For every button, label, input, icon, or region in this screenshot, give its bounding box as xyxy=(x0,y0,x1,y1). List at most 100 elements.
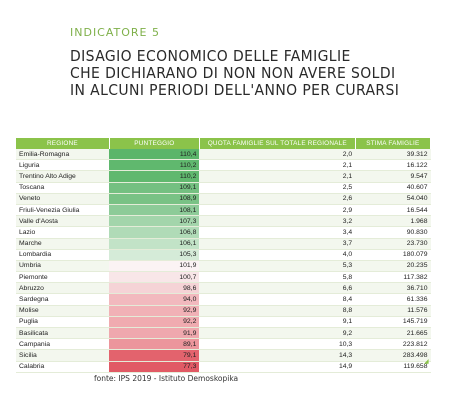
cell-quota: 2,5 xyxy=(199,182,356,194)
cell-quota: 3,4 xyxy=(199,226,356,239)
cell-stima: 117.382 xyxy=(355,271,431,284)
table-row: Trentino Alto Adige 110,2 2,1 9.547 xyxy=(16,170,431,183)
table-row: Valle d'Aosta 107,3 3,2 1.968 xyxy=(16,215,431,228)
cell-score: 107,3 xyxy=(109,215,200,228)
source-note: fonte: IPS 2019 - Istituto Demoskopika xyxy=(94,374,239,383)
cell-quota: 2,6 xyxy=(199,193,356,205)
cell-stima: 9.547 xyxy=(355,170,431,183)
cell-score: 92,2 xyxy=(109,316,200,329)
cell-score: 108,1 xyxy=(109,204,200,217)
cell-quota: 3,2 xyxy=(199,215,356,228)
cell-score: 101,9 xyxy=(109,260,200,273)
table-header-row: REGIONE PUNTEGGIO QUOTA FAMIGLIE SUL TOT… xyxy=(16,138,432,149)
cell-quota: 2,1 xyxy=(199,159,356,172)
cell-region: Sicilia xyxy=(16,349,110,362)
cell-stima: 90.830 xyxy=(355,226,431,239)
table-row: Abruzzo 98,6 6,6 36.710 xyxy=(16,282,431,295)
cell-region: Molise xyxy=(16,305,110,317)
cell-region: Lombardia xyxy=(16,249,110,261)
cell-quota: 14,9 xyxy=(199,361,356,373)
cell-score: 77,3 xyxy=(109,361,200,373)
cell-score: 108,9 xyxy=(109,193,200,205)
table-row: Friuli-Venezia Giulia 108,1 2,9 16.544 xyxy=(16,204,431,217)
cell-region: Calabria xyxy=(16,361,110,373)
cell-quota: 2,0 xyxy=(199,149,356,161)
table-row: Lombardia 105,3 4,0 180.079 xyxy=(16,249,431,261)
cell-quota: 2,9 xyxy=(199,204,356,217)
title-line-3: IN ALCUNI PERIODI DELL'ANNO PER CURARSI xyxy=(70,81,400,99)
cell-score: 91,9 xyxy=(109,327,200,340)
cell-quota: 14,3 xyxy=(199,349,356,362)
title-line-2: CHE DICHIARANO DI NON NON AVERE SOLDI xyxy=(70,64,396,82)
table-row: Molise 92,9 8,8 11.576 xyxy=(16,305,431,317)
column-header-quota: QUOTA FAMIGLIE SUL TOTALE REGIONALE xyxy=(199,138,356,149)
cell-stima: 223.812 xyxy=(355,338,431,351)
cell-stima: 119.658 xyxy=(355,361,431,373)
cell-quota: 2,1 xyxy=(199,170,356,183)
cell-region: Basilicata xyxy=(16,327,110,340)
cell-stima: 16.544 xyxy=(355,204,431,217)
table-row: Emilia-Romagna 110,4 2,0 39.312 xyxy=(16,149,431,161)
cell-region: Piemonte xyxy=(16,271,110,284)
cell-stima: 61.336 xyxy=(355,293,431,306)
cell-score: 110,2 xyxy=(109,170,200,183)
cell-score: 100,7 xyxy=(109,271,200,284)
cell-region: Abruzzo xyxy=(16,282,110,295)
cell-region: Trentino Alto Adige xyxy=(16,170,110,183)
cell-score: 110,4 xyxy=(109,149,200,161)
cell-score: 110,2 xyxy=(109,159,200,172)
cell-quota: 8,8 xyxy=(199,305,356,317)
cell-score: 79,1 xyxy=(109,349,200,362)
cell-region: Valle d'Aosta xyxy=(16,215,110,228)
cell-score: 109,1 xyxy=(109,182,200,194)
cell-stima: 23.730 xyxy=(355,238,431,250)
cell-region: Lazio xyxy=(16,226,110,239)
cell-quota: 6,6 xyxy=(199,282,356,295)
table-row: Campania 89,1 10,3 223.812 xyxy=(16,338,431,351)
cell-region: Sardegna xyxy=(16,293,110,306)
title-line-1: DISAGIO ECONOMICO DELLE FAMIGLIE xyxy=(70,47,351,65)
cell-stima: 283.498 xyxy=(355,349,431,362)
cell-quota: 8,4 xyxy=(199,293,356,306)
corner-mark-icon: ◢ xyxy=(424,359,429,365)
table-row: Calabria 77,3 14,9 119.658 xyxy=(16,361,431,373)
cell-quota: 9,1 xyxy=(199,316,356,329)
cell-score: 89,1 xyxy=(109,338,200,351)
cell-quota: 5,8 xyxy=(199,271,356,284)
cell-score: 94,0 xyxy=(109,293,200,306)
column-header-punteggio: PUNTEGGIO xyxy=(109,138,200,149)
cell-stima: 21.665 xyxy=(355,327,431,340)
cell-stima: 1.968 xyxy=(355,215,431,228)
cell-region: Campania xyxy=(16,338,110,351)
page-title: DISAGIO ECONOMICO DELLE FAMIGLIE CHE DIC… xyxy=(70,48,440,99)
table-row: Liguria 110,2 2,1 16.122 xyxy=(16,159,431,172)
table-row: Lazio 106,8 3,4 90.830 xyxy=(16,226,431,239)
column-header-regione: REGIONE xyxy=(16,138,110,149)
cell-region: Umbria xyxy=(16,260,110,273)
cell-score: 92,9 xyxy=(109,305,200,317)
column-header-stima: STIMA FAMIGLIE xyxy=(355,138,432,149)
cell-stima: 40.607 xyxy=(355,182,431,194)
cell-stima: 54.040 xyxy=(355,193,431,205)
table-row: Toscana 109,1 2,5 40.607 xyxy=(16,182,431,194)
indicator-label: INDICATORE 5 xyxy=(70,26,161,39)
table-row: Piemonte 100,7 5,8 117.382 xyxy=(16,271,431,284)
cell-stima: 39.312 xyxy=(355,149,431,161)
cell-region: Toscana xyxy=(16,182,110,194)
cell-stima: 20.235 xyxy=(355,260,431,273)
cell-quota: 3,7 xyxy=(199,238,356,250)
table-row: Umbria 101,9 5,3 20.235 xyxy=(16,260,431,273)
cell-score: 106,1 xyxy=(109,238,200,250)
cell-stima: 11.576 xyxy=(355,305,431,317)
cell-quota: 4,0 xyxy=(199,249,356,261)
table-row: Puglia 92,2 9,1 145.719 xyxy=(16,316,431,329)
ranking-table: REGIONE PUNTEGGIO QUOTA FAMIGLIE SUL TOT… xyxy=(16,138,432,373)
table-row: Marche 106,1 3,7 23.730 xyxy=(16,238,431,250)
cell-stima: 180.079 xyxy=(355,249,431,261)
table-row: Basilicata 91,9 9,2 21.665 xyxy=(16,327,431,340)
table-row: Sardegna 94,0 8,4 61.336 xyxy=(16,293,431,306)
cell-quota: 5,3 xyxy=(199,260,356,273)
cell-score: 106,8 xyxy=(109,226,200,239)
table-row: Sicilia 79,1 14,3 283.498 xyxy=(16,349,431,362)
cell-stima: 16.122 xyxy=(355,159,431,172)
